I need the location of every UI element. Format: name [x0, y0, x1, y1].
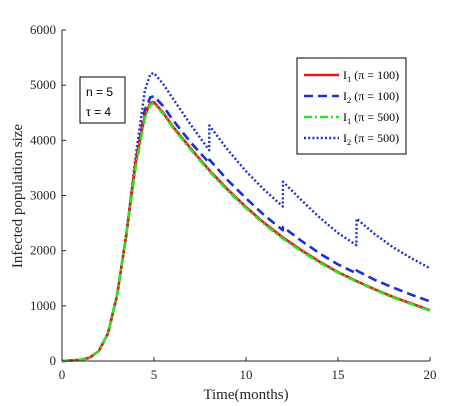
annotation-n: n = 5	[86, 85, 113, 99]
legend-label-main: I	[343, 131, 347, 145]
y-tick-label: 3000	[30, 188, 56, 203]
legend-label-rest: (π = 100)	[351, 89, 399, 103]
y-tick-label: 2000	[30, 243, 56, 258]
legend-label-subscript: 1	[347, 116, 351, 126]
series-line-4	[61, 71, 431, 363]
legend-label-subscript: 2	[347, 95, 351, 105]
y-axis-label: Infected population size	[10, 124, 26, 268]
x-tick-label: 5	[151, 367, 158, 382]
y-tick-label: 5000	[30, 77, 56, 92]
y-tick-label: 0	[50, 353, 57, 368]
legend-label-1: I1 (π = 100)	[343, 68, 399, 84]
legend: I1 (π = 100)I2 (π = 100)I1 (π = 500)I2 (…	[296, 57, 407, 155]
x-ticks: 0 5 10 15 20	[59, 357, 437, 382]
legend-label-main: I	[343, 68, 347, 82]
legend-label-rest: (π = 100)	[351, 68, 399, 82]
series-layer	[61, 71, 431, 363]
legend-label-rest: (π = 500)	[351, 131, 399, 145]
legend-label-rest: (π = 500)	[351, 110, 399, 124]
y-tick-label: 6000	[30, 22, 56, 37]
series-line-3	[61, 102, 431, 363]
x-axis-label: Time(months)	[203, 387, 288, 403]
legend-label-subscript: 2	[347, 137, 351, 147]
legend-label-subscript: 1	[347, 74, 351, 84]
legend-label-2: I2 (π = 100)	[343, 89, 399, 105]
annotation-tau: τ = 4	[86, 105, 111, 119]
legend-label-3: I1 (π = 500)	[343, 110, 399, 126]
legend-label-main: I	[343, 110, 347, 124]
y-tick-label: 1000	[30, 298, 56, 313]
y-ticks: 0 1000 2000 3000 4000 5000 6000	[30, 22, 66, 368]
legend-label-main: I	[343, 89, 347, 103]
x-tick-label: 10	[240, 367, 253, 382]
annotation-box: n = 5 τ = 4	[79, 76, 126, 124]
legend-label-4: I2 (π = 500)	[343, 131, 399, 147]
x-tick-label: 20	[424, 367, 437, 382]
y-tick-label: 4000	[30, 132, 56, 147]
x-tick-label: 15	[332, 367, 345, 382]
annotation-frame	[79, 76, 126, 124]
x-tick-label: 0	[59, 367, 66, 382]
